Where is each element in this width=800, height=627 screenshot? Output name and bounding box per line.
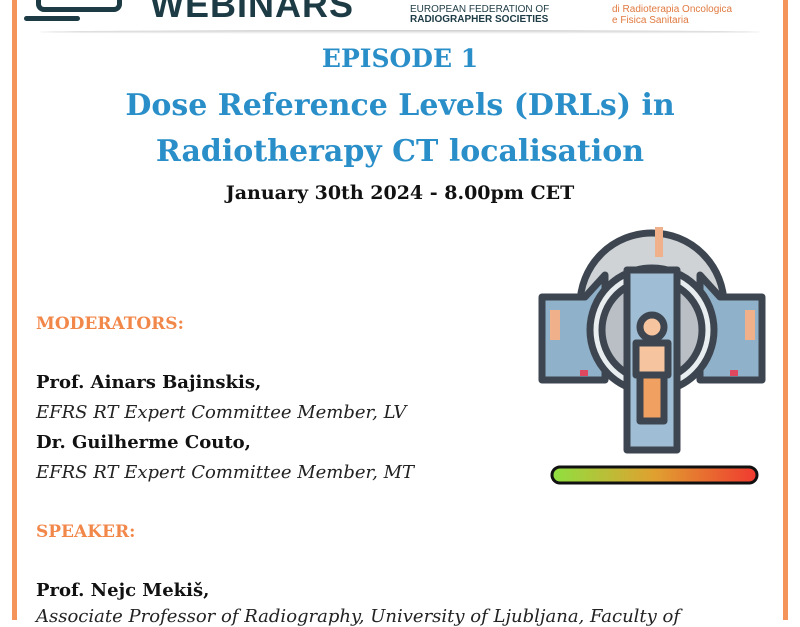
title-line-2: Radiotherapy CT localisation (155, 134, 645, 169)
header-shadow (40, 30, 760, 34)
efrs-line-2: RADIOGRAPHER SOCIETIES (410, 14, 549, 25)
moderator-1-role: EFRS RT Expert Committee Member, LV (36, 402, 407, 423)
moderator-2-name: Dr. Guilherme Couto, (36, 432, 251, 453)
moderator-1-name: Prof. Ainars Bajinskis, (36, 372, 262, 393)
laptop-icon (36, 0, 122, 12)
moderator-2-role: EFRS RT Expert Committee Member, MT (36, 462, 415, 483)
moderators-heading: MODERATORS: (36, 314, 184, 334)
ct-scanner-icon (538, 227, 766, 485)
speaker-heading: SPEAKER: (36, 522, 136, 542)
speaker-name: Prof. Nejc Mekiš, (36, 580, 210, 601)
right-border (783, 0, 788, 620)
left-border (12, 0, 17, 620)
header-banner: WEBINARS EUROPEAN FEDERATION OF RADIOGRA… (0, 0, 800, 34)
speaker-role: Associate Professor of Radiography, Univ… (36, 606, 681, 627)
title-line-1: Dose Reference Levels (DRLs) in (125, 88, 675, 123)
brand-title: WEBINARS (150, 0, 354, 25)
event-date: January 30th 2024 - 8.00pm CET (225, 182, 575, 204)
laptop-base-icon (24, 16, 80, 21)
partner-line-2: e Fisica Sanitaria (612, 15, 689, 26)
episode-label: EPISODE 1 (321, 44, 479, 73)
partner-line-1: di Radioterapia Oncologica (612, 4, 733, 15)
efrs-line-1: EUROPEAN FEDERATION OF (410, 4, 550, 15)
dose-gradient-bar (550, 465, 759, 485)
